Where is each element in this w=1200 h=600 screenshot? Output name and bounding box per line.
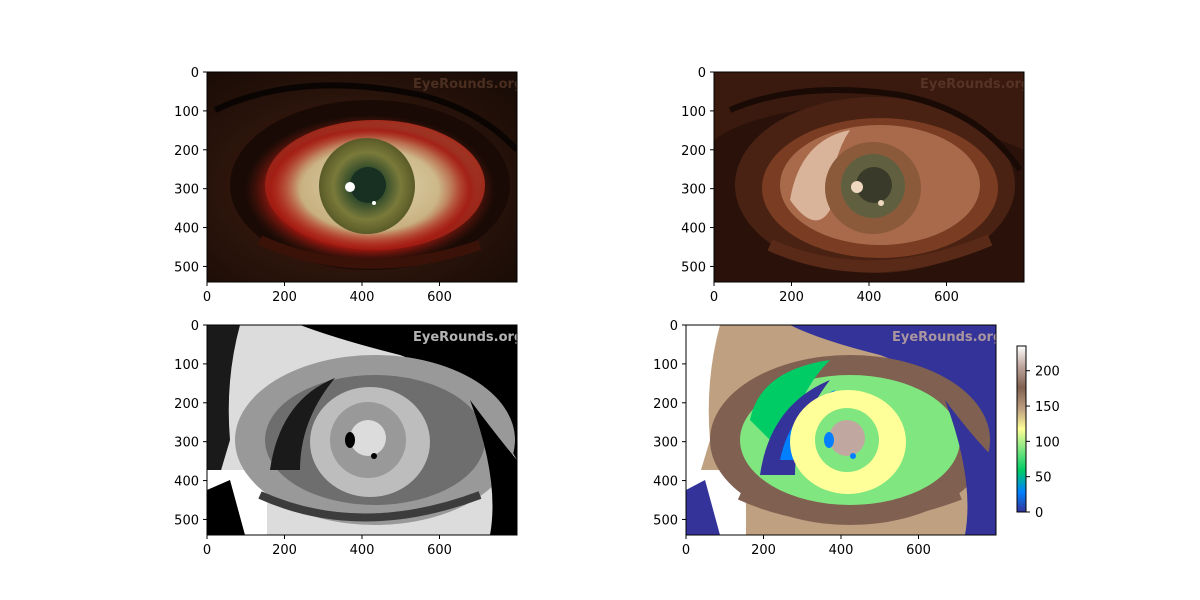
x-tick-label-1: 200 (272, 290, 297, 305)
gray-pupil (350, 420, 386, 456)
quant-pupil (856, 167, 892, 203)
x-tick-label-4: 400 (829, 543, 854, 558)
watermark-2: EyeRounds.org (920, 77, 1030, 92)
quant-lower-lid (767, 234, 993, 273)
y-tick-label-4: 500 (653, 513, 678, 528)
x-tick-label-3: 400 (350, 543, 375, 558)
y-tick-label-3: 200 (174, 397, 199, 412)
gray-right-black (470, 400, 517, 535)
panel-grayscale: EyeRounds.org (207, 325, 523, 535)
x-tick-label-4: 200 (751, 543, 776, 558)
colorbar-tick-label: 150 (1035, 400, 1060, 415)
colorbar (1016, 345, 1027, 513)
eyelashes (213, 82, 517, 153)
terrain-lower-lid (737, 490, 962, 523)
y-tick-label-2: 500 (681, 260, 706, 275)
terrain-pupil (829, 420, 865, 456)
x-tick-label-2: 400 (857, 290, 882, 305)
x-tick-label-3: 200 (272, 543, 297, 558)
y-tick-label-3: 400 (174, 475, 199, 490)
x-tick-label-3: 600 (427, 543, 452, 558)
quant-reflection (851, 181, 863, 193)
panel-color-quantized: EyeRounds.org (714, 72, 1030, 282)
watermark-3: EyeRounds.org (413, 330, 523, 345)
x-tick-label-3: 0 (203, 543, 211, 558)
terrain-reflection-small (850, 453, 856, 459)
light-reflection (345, 182, 355, 192)
x-tick-label-1: 0 (203, 290, 211, 305)
y-tick-label-4: 100 (653, 358, 678, 373)
gray-lower-lid (258, 491, 482, 522)
watermark-1: EyeRounds.org (413, 77, 523, 92)
colorbar-tick-label: 50 (1035, 471, 1052, 486)
y-tick-label-4: 300 (653, 436, 678, 451)
gray-bottom-black (207, 480, 245, 535)
y-tick-label-2: 100 (681, 105, 706, 120)
colorbar-tick-label: 0 (1035, 506, 1043, 521)
y-tick-label-3: 500 (174, 513, 199, 528)
y-tick-label-2: 0 (698, 66, 706, 81)
colorbar-tick-label: 200 (1035, 365, 1060, 380)
x-tick-label-4: 600 (906, 543, 931, 558)
y-tick-label-4: 400 (653, 475, 678, 490)
x-tick-label-4: 0 (682, 543, 690, 558)
y-tick-label-1: 0 (191, 66, 199, 81)
panel-terrain-colormap: EyeRounds.org (686, 325, 1002, 535)
y-tick-label-3: 100 (174, 358, 199, 373)
pupil (350, 167, 386, 203)
y-tick-label-4: 200 (653, 397, 678, 412)
gray-reflection (345, 432, 355, 448)
y-tick-label-3: 0 (191, 319, 199, 334)
y-tick-label-4: 0 (670, 319, 678, 334)
x-tick-label-2: 200 (779, 290, 804, 305)
terrain-bottom-blue (686, 480, 720, 535)
x-tick-label-2: 0 (710, 290, 718, 305)
gray-upper-black (300, 325, 517, 460)
y-tick-label-1: 400 (174, 222, 199, 237)
y-tick-label-1: 200 (174, 144, 199, 159)
lower-lid (257, 235, 482, 269)
y-tick-label-1: 300 (174, 183, 199, 198)
y-tick-label-2: 300 (681, 183, 706, 198)
gray-reflection-small (371, 453, 377, 459)
x-tick-label-2: 600 (934, 290, 959, 305)
watermark-4: EyeRounds.org (892, 330, 1002, 345)
panel-original-photo: EyeRounds.org (207, 72, 523, 282)
quant-reflection-small (878, 200, 884, 206)
x-tick-label-1: 600 (427, 290, 452, 305)
y-tick-label-1: 100 (174, 105, 199, 120)
quant-sclera-highlight (790, 130, 850, 221)
y-tick-label-2: 400 (681, 222, 706, 237)
light-reflection-small (372, 201, 376, 205)
y-tick-label-1: 500 (174, 260, 199, 275)
terrain-reflection (824, 432, 834, 448)
y-tick-label-2: 200 (681, 144, 706, 159)
colorbar-tick-label: 100 (1035, 435, 1060, 450)
gray-dark-crescent (270, 378, 335, 470)
terrain-right-blue (945, 400, 996, 535)
quant-lashes (728, 87, 1023, 172)
x-tick-label-1: 400 (350, 290, 375, 305)
y-tick-label-3: 300 (174, 436, 199, 451)
terrain-upper-blue (790, 325, 996, 470)
